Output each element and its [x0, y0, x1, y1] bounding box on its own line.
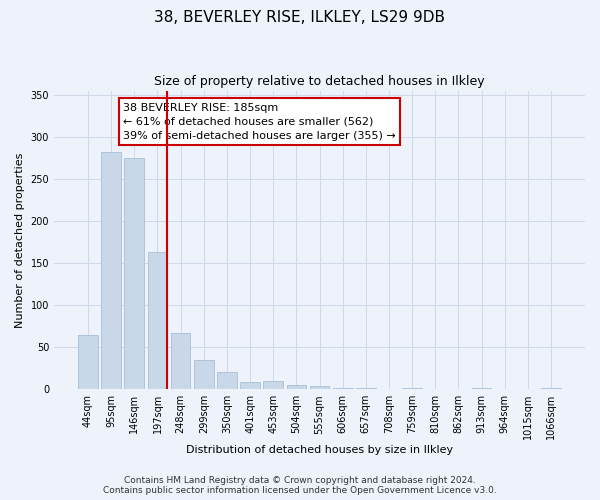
Bar — [310, 386, 329, 389]
Bar — [402, 388, 422, 389]
Bar — [263, 381, 283, 389]
Bar — [124, 158, 144, 389]
Bar — [356, 388, 376, 389]
Bar — [333, 388, 353, 389]
Bar — [541, 388, 561, 389]
Title: Size of property relative to detached houses in Ilkley: Size of property relative to detached ho… — [154, 75, 485, 88]
Bar — [287, 385, 306, 389]
Bar — [78, 334, 98, 389]
Bar — [148, 252, 167, 389]
Bar — [472, 388, 491, 389]
Bar — [101, 152, 121, 389]
Text: Contains HM Land Registry data © Crown copyright and database right 2024.
Contai: Contains HM Land Registry data © Crown c… — [103, 476, 497, 495]
Bar — [217, 372, 237, 389]
Bar — [240, 382, 260, 389]
Bar — [171, 333, 190, 389]
Text: 38, BEVERLEY RISE, ILKLEY, LS29 9DB: 38, BEVERLEY RISE, ILKLEY, LS29 9DB — [155, 10, 445, 25]
X-axis label: Distribution of detached houses by size in Ilkley: Distribution of detached houses by size … — [186, 445, 453, 455]
Bar — [194, 360, 214, 389]
Text: 38 BEVERLEY RISE: 185sqm
← 61% of detached houses are smaller (562)
39% of semi-: 38 BEVERLEY RISE: 185sqm ← 61% of detach… — [123, 102, 396, 141]
Y-axis label: Number of detached properties: Number of detached properties — [15, 152, 25, 328]
